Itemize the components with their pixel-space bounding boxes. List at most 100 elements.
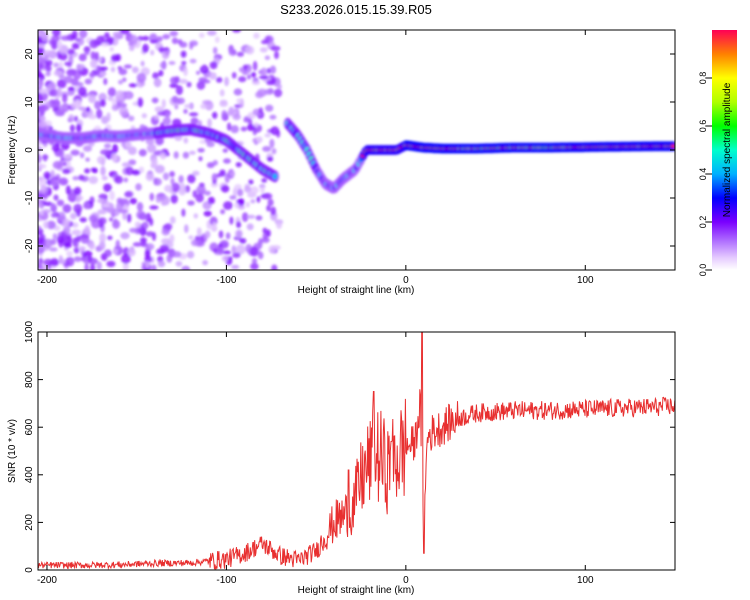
heatmap-cell [161,99,166,109]
heatmap-cell [218,230,224,239]
colorbar-tick-label: 0.4 [698,168,708,181]
heatmap-cell [65,256,75,267]
heatmap-cell [100,99,106,107]
heatmap-cell [99,71,107,77]
heatmap-cell [176,97,185,105]
heatmap-cell [157,111,166,116]
heatmap-cell [228,49,237,56]
heatmap-cell [182,266,188,270]
heatmap-cell [212,222,217,231]
heatmap-cell [257,251,264,260]
y-tick-label: 0 [24,147,35,153]
heatmap-cell [206,30,217,36]
heatmap-cell [107,36,114,43]
heatmap-cell [118,209,128,214]
heatmap-cell [83,145,92,152]
heatmap-cell [38,177,47,188]
heatmap-cell [158,47,168,52]
heatmap-cell [129,197,137,205]
heatmap-cell [54,98,60,108]
heatmap-cell [186,81,192,88]
heatmap-cell [96,65,101,75]
heatmap-cell [38,36,42,45]
heatmap-cell [111,152,118,162]
heatmap-cell [84,78,93,85]
heatmap-cell [43,154,48,162]
heatmap-cell [226,122,232,131]
heatmap-cell [260,185,265,194]
heatmap-cell [73,186,82,196]
heatmap-cell [88,214,98,223]
colorbar-tick-label: 0.6 [698,120,708,133]
heatmap-cell [229,195,237,200]
heatmap-cell [257,88,267,97]
heatmap-cell [68,114,75,123]
heatmap-cell [222,250,232,255]
heatmap-cell [80,234,90,244]
heatmap-cell [38,231,43,236]
heatmap-cell [85,157,90,162]
heatmap-cell [231,245,237,254]
heatmap-cell [153,178,162,186]
heatmap-cell [51,179,58,187]
heatmap-cell [62,218,71,228]
heatmap-cell [220,209,226,215]
heatmap-cell [256,196,261,203]
heatmap-cell [61,93,68,103]
heatmap-cell [250,72,257,78]
heatmap-cell [112,31,123,37]
heatmap-cell [115,239,121,250]
heatmap-cell [129,34,138,45]
heatmap-cell [132,242,143,247]
heatmap-cell [156,36,163,42]
heatmap-cell [73,256,82,262]
heatmap-cell [145,173,155,182]
heatmap-cell [180,50,187,58]
heatmap-cell [140,60,145,67]
heatmap-cell [149,192,155,201]
heatmap-cell [209,61,218,70]
heatmap-cell [230,171,235,177]
heatmap-cell [258,107,263,114]
heatmap-cell [171,182,180,193]
heatmap-cell [111,98,117,107]
heatmap-cell [162,172,170,181]
heatmap-cell [49,258,60,267]
heatmap-cell [78,174,85,181]
colorbar-gradient [712,30,737,270]
heatmap-cell [221,110,227,119]
y-tick-label: -20 [24,238,35,253]
heatmap-cell [58,148,65,159]
heatmap-cell [191,239,199,247]
heatmap-cell [52,160,63,170]
heatmap-cell [206,162,215,169]
heatmap-cell [165,113,170,119]
heatmap-cell [124,92,132,99]
heatmap-cell [206,141,215,148]
spectrogram-heatmap [38,30,675,270]
y-tick-label: 20 [24,48,35,60]
heatmap-cell [222,148,228,153]
heatmap-cell [195,70,201,75]
heatmap-cell [221,255,229,262]
heatmap-cell [257,240,263,249]
heatmap-cell [145,243,155,251]
chart-title: S233.2026.015.15.39.R05 [280,2,432,17]
heatmap-cell [225,232,231,240]
heatmap-cell [239,237,247,244]
heatmap-cell [83,250,93,258]
heatmap-cell [212,47,218,55]
heatmap-cell [169,216,176,224]
heatmap-cell [58,177,69,186]
heatmap-cell [228,106,235,116]
x-tick-label: 100 [577,575,594,586]
heatmap-cell [270,45,281,52]
heatmap-cell [269,114,277,120]
heatmap-cell [77,64,84,71]
heatmap-cell [247,74,251,80]
heatmap-cell [255,136,263,143]
colorbar-ticks: 0.0 0.2 0.4 0.6 0.8 [698,72,712,276]
heatmap-cell [67,48,75,55]
heatmap-cell [229,216,234,225]
heatmap-cell [242,69,249,76]
